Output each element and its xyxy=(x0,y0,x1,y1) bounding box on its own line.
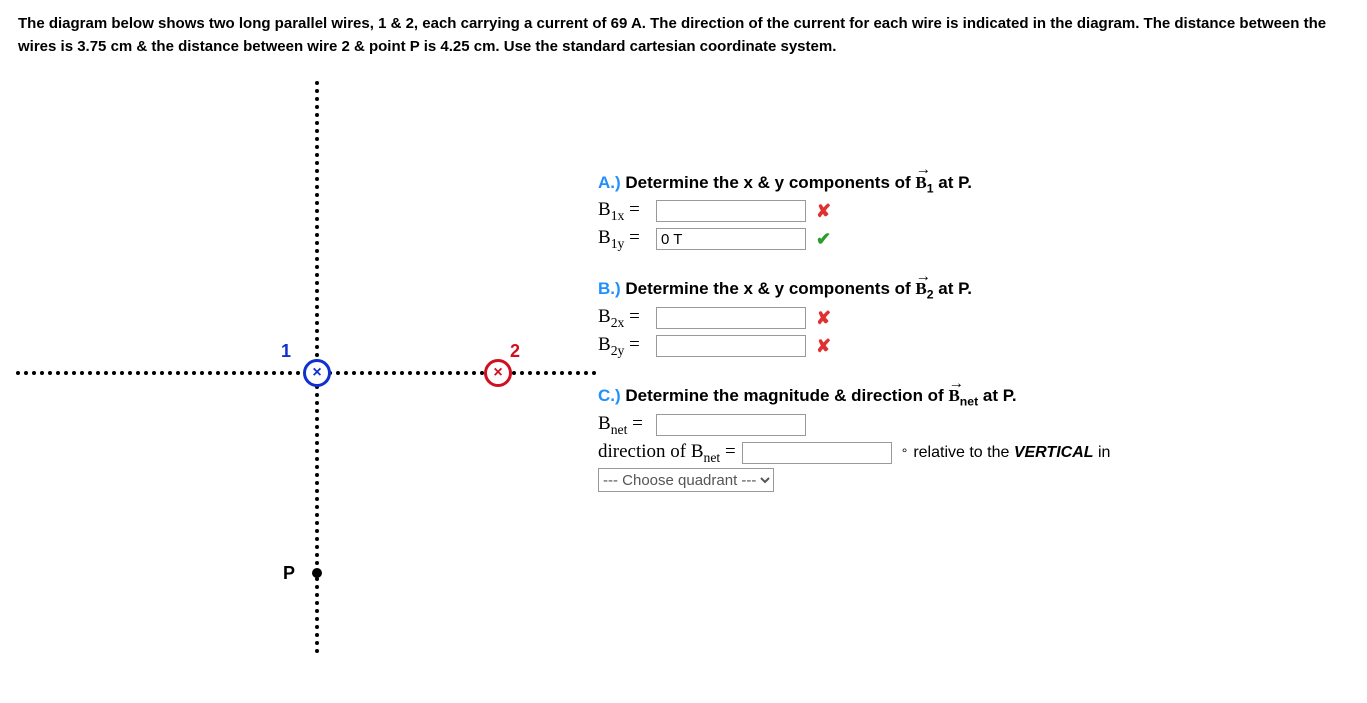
part-c-heading: C.) Determine the magnitude & direction … xyxy=(598,386,1349,408)
correct-icon: ✔ xyxy=(816,229,831,250)
bnet-row: Bnet = xyxy=(598,413,1349,438)
point-p xyxy=(312,568,322,578)
wire-2-label: 2 xyxy=(510,341,520,362)
bnet-input[interactable] xyxy=(656,414,806,436)
point-p-label: P xyxy=(283,563,295,584)
part-c-prompt-prefix: Determine the magnitude & direction of xyxy=(625,386,948,405)
quadrant-select[interactable]: --- Choose quadrant --- xyxy=(598,468,774,492)
part-a-prompt-prefix: Determine the x & y components of xyxy=(625,173,915,192)
part-a-letter: A.) xyxy=(598,173,621,192)
part-c-letter: C.) xyxy=(598,386,621,405)
wire-2: × xyxy=(484,359,512,387)
part-b-prompt-suffix: at P. xyxy=(934,279,972,298)
part-a-heading: A.) Determine the x & y components of B1… xyxy=(598,173,1349,195)
problem-statement: The diagram below shows two long paralle… xyxy=(18,12,1349,59)
b2x-row: B2x = ✘ xyxy=(598,306,1349,331)
part-c-prompt-suffix: at P. xyxy=(978,386,1016,405)
degree-symbol: ° xyxy=(902,445,908,461)
part-b: B.) Determine the x & y components of B2… xyxy=(598,279,1349,358)
wrong-icon: ✘ xyxy=(816,336,831,357)
quadrant-row: --- Choose quadrant --- xyxy=(598,468,1349,492)
diagram: ×1×2P xyxy=(18,83,598,653)
bnet-direction-row: direction of Bnet = ° relative to the VE… xyxy=(598,441,1349,466)
relative-to-text: relative to the VERTICAL in xyxy=(913,444,1110,462)
bnet-direction-input[interactable] xyxy=(742,442,892,464)
part-c: C.) Determine the magnitude & direction … xyxy=(598,386,1349,492)
part-b-letter: B.) xyxy=(598,279,621,298)
b1x-input[interactable] xyxy=(656,200,806,222)
part-b-prompt-prefix: Determine the x & y components of xyxy=(625,279,915,298)
part-a: A.) Determine the x & y components of B1… xyxy=(598,173,1349,252)
b2y-input[interactable] xyxy=(656,335,806,357)
wrong-icon: ✘ xyxy=(816,201,831,222)
b1x-row: B1x = ✘ xyxy=(598,199,1349,224)
b1y-input[interactable] xyxy=(656,228,806,250)
b1y-row: B1y = ✔ xyxy=(598,227,1349,252)
part-b-heading: B.) Determine the x & y components of B2… xyxy=(598,279,1349,301)
part-a-prompt-suffix: at P. xyxy=(934,173,972,192)
wire-1: × xyxy=(303,359,331,387)
wrong-icon: ✘ xyxy=(816,308,831,329)
wire-1-label: 1 xyxy=(281,341,291,362)
b2y-row: B2y = ✘ xyxy=(598,334,1349,359)
b2x-input[interactable] xyxy=(656,307,806,329)
